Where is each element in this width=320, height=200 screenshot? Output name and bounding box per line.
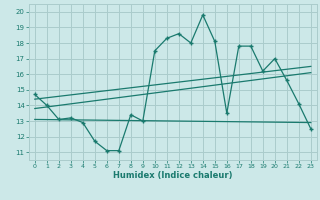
X-axis label: Humidex (Indice chaleur): Humidex (Indice chaleur) [113, 171, 233, 180]
